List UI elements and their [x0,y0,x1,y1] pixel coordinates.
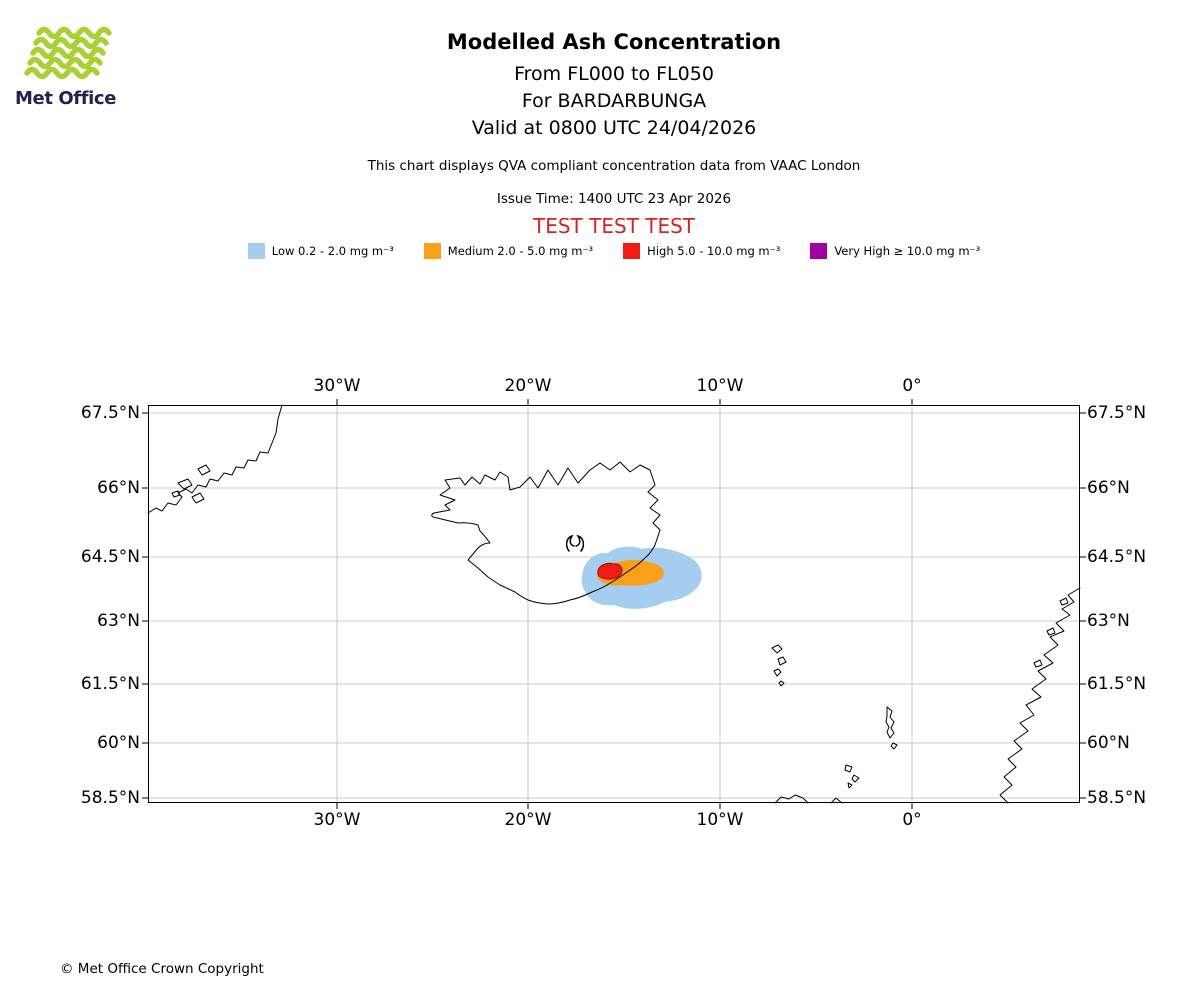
subtitle-volcano-name: For BARDARBUNGA [521,90,707,112]
norway-islands [1034,598,1068,667]
legend-label-very-high: Very High ≥ 10.0 mg m⁻³ [834,244,981,258]
map-canvas [148,405,1080,803]
legend-swatch-low [247,243,265,259]
y-tick-right-58-5n: 58.5°N [1087,788,1147,808]
x-tick-bottom-30w: 30°W [313,810,361,830]
gridlines [148,405,1080,803]
scotland-coast [775,795,842,803]
legend: Low 0.2 - 2.0 mg m⁻³ Medium 2.0 - 5.0 mg… [148,243,1080,259]
y-tick-right-64-5n: 64.5°N [1087,547,1147,567]
page-title: Modelled Ash Concentration [446,30,782,54]
issue-time: Issue Time: 1400 UTC 23 Apr 2026 [496,191,732,207]
subtitle-flight-levels: From FL000 to FL050 [514,63,714,85]
x-tick-bottom-20w: 20°W [504,810,552,830]
legend-label-high: High 5.0 - 10.0 mg m⁻³ [647,244,781,258]
copyright-notice: © Met Office Crown Copyright [60,961,264,977]
map-border [149,406,1080,803]
x-tick-bottom-0: 0° [902,810,922,830]
legend-swatch-medium [423,243,441,259]
met-office-logo-text: Met Office [15,88,117,109]
greenland-islands [172,465,210,503]
legend-label-medium: Medium 2.0 - 5.0 mg m⁻³ [447,244,594,258]
y-tick-left-64-5n: 64.5°N [80,547,140,567]
coastline-greenland [148,405,282,513]
x-tick-top-10w: 10°W [696,376,744,396]
faroe-islands [772,645,786,686]
orkney-islands [845,765,859,788]
x-tick-top-0: 0° [902,376,922,396]
y-tick-left-60n: 60°N [97,733,140,753]
legend-swatch-high [623,243,641,259]
volcano-eruption-icon [567,536,584,551]
y-tick-right-66n: 66°N [1087,478,1130,498]
y-tick-left-66n: 66°N [97,478,140,498]
y-tick-left-67-5n: 67.5°N [80,403,140,423]
y-tick-left-63n: 63°N [97,611,140,631]
y-tick-right-60n: 60°N [1087,733,1130,753]
coastline-iceland [432,462,660,604]
x-tick-top-20w: 20°W [504,376,552,396]
coastline-norway [1000,588,1080,803]
qva-description: This chart displays QVA compliant concen… [367,158,861,174]
legend-item-medium: Medium 2.0 - 5.0 mg m⁻³ [423,243,594,259]
legend-label-low: Low 0.2 - 2.0 mg m⁻³ [271,244,394,258]
subtitle-valid-time: Valid at 0800 UTC 24/04/2026 [471,117,757,139]
y-tick-left-58-5n: 58.5°N [80,788,140,808]
subtitle-block: From FL000 to FL050 For BARDARBUNGA Vali… [148,61,1080,142]
y-tick-right-67-5n: 67.5°N [1087,403,1147,423]
axis-ticks [142,399,1086,809]
met-office-logo: Met Office [15,24,125,109]
legend-item-low: Low 0.2 - 2.0 mg m⁻³ [247,243,394,259]
x-tick-bottom-10w: 10°W [696,810,744,830]
legend-item-very-high: Very High ≥ 10.0 mg m⁻³ [810,243,980,259]
met-office-waves-icon [24,26,112,80]
y-tick-left-61-5n: 61.5°N [80,674,140,694]
y-tick-right-61-5n: 61.5°N [1087,674,1147,694]
test-banner: TEST TEST TEST [532,214,695,238]
legend-item-high: High 5.0 - 10.0 mg m⁻³ [623,243,780,259]
ash-plume-high [598,563,622,579]
legend-swatch-very-high [810,243,828,259]
shetland-islands [886,707,897,749]
x-tick-top-30w: 30°W [313,376,361,396]
y-tick-right-63n: 63°N [1087,611,1130,631]
